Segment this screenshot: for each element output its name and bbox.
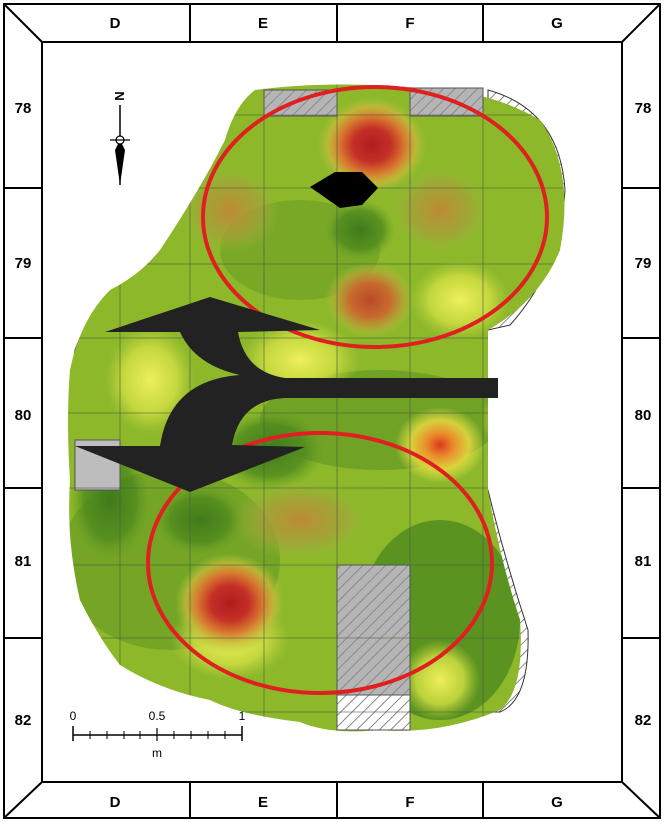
black-feature bbox=[310, 172, 378, 208]
bottom-col-label-g: G bbox=[551, 794, 563, 811]
left-row-label-80: 80 bbox=[15, 407, 32, 424]
top-col-label-f: F bbox=[405, 15, 414, 32]
top-col-label-g: G bbox=[551, 15, 563, 32]
scale-bar: 0 0.5 1 m bbox=[70, 709, 246, 760]
lower-cluster-ellipse bbox=[146, 431, 494, 695]
left-row-label-81: 81 bbox=[15, 553, 32, 570]
scale-tick-half: 0.5 bbox=[149, 709, 166, 723]
north-label: N bbox=[112, 91, 127, 100]
right-row-label-80: 80 bbox=[635, 407, 652, 424]
right-row-labels: 78 79 80 81 82 bbox=[635, 100, 652, 729]
split-flow-arrow bbox=[75, 297, 498, 492]
north-arrow-icon: N bbox=[110, 91, 130, 185]
bottom-column-labels: D E F G bbox=[110, 794, 563, 811]
left-row-labels: 78 79 80 81 82 bbox=[15, 100, 32, 729]
scale-tick-0: 0 bbox=[70, 709, 77, 723]
right-row-label-78: 78 bbox=[635, 100, 652, 117]
left-row-label-78: 78 bbox=[15, 100, 32, 117]
bottom-col-label-f: F bbox=[405, 794, 414, 811]
left-row-label-82: 82 bbox=[15, 712, 32, 729]
bottom-col-label-e: E bbox=[258, 794, 268, 811]
bottom-col-label-d: D bbox=[110, 794, 121, 811]
top-column-labels: D E F G bbox=[110, 15, 563, 32]
left-row-label-79: 79 bbox=[15, 255, 32, 272]
scale-tick-1: 1 bbox=[239, 709, 246, 723]
top-col-label-d: D bbox=[110, 15, 121, 32]
right-row-label-82: 82 bbox=[635, 712, 652, 729]
right-row-label-81: 81 bbox=[635, 553, 652, 570]
right-row-label-79: 79 bbox=[635, 255, 652, 272]
upper-cluster-ellipse bbox=[201, 85, 549, 349]
top-col-label-e: E bbox=[258, 15, 268, 32]
scale-unit: m bbox=[152, 746, 162, 760]
